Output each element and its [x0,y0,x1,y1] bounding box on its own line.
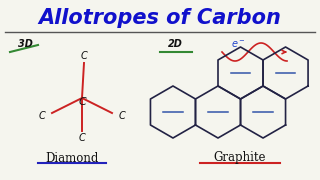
Text: C: C [119,111,125,121]
Text: C: C [81,51,87,61]
Text: C: C [78,97,86,107]
Text: 3D: 3D [18,39,33,49]
Text: C: C [39,111,45,121]
Text: Diamond: Diamond [45,152,99,165]
Text: 2D: 2D [168,39,183,49]
Text: C: C [79,133,85,143]
Text: $e^-$: $e^-$ [231,39,245,50]
Text: Graphite: Graphite [214,152,266,165]
Text: Allotropes of Carbon: Allotropes of Carbon [39,8,281,28]
